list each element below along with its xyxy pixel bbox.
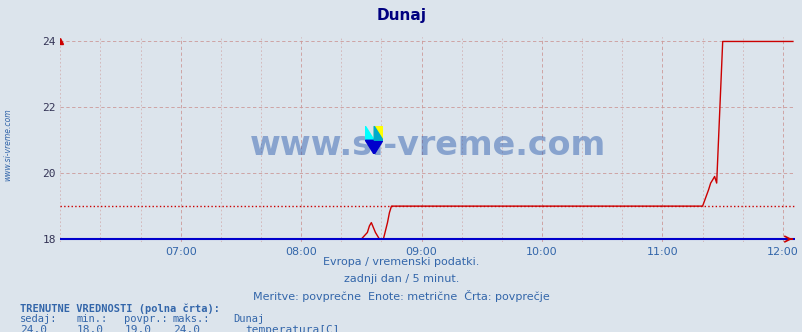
Text: sedaj:: sedaj: [20,314,58,324]
Polygon shape [365,126,374,140]
Text: Dunaj: Dunaj [376,8,426,23]
Polygon shape [365,140,383,154]
Polygon shape [374,126,383,140]
Text: www.si-vreme.com: www.si-vreme.com [3,108,13,181]
Text: 18,0: 18,0 [76,325,103,332]
Text: 24,0: 24,0 [20,325,47,332]
Text: min.:: min.: [76,314,107,324]
Text: Evropa / vremenski podatki.: Evropa / vremenski podatki. [323,257,479,267]
Text: Meritve: povprečne  Enote: metrične  Črta: povprečje: Meritve: povprečne Enote: metrične Črta:… [253,290,549,302]
Text: Dunaj: Dunaj [233,314,264,324]
Text: 19,0: 19,0 [124,325,152,332]
Text: www.si-vreme.com: www.si-vreme.com [249,129,605,162]
Text: TRENUTNE VREDNOSTI (polna črta):: TRENUTNE VREDNOSTI (polna črta): [20,304,220,314]
Text: zadnji dan / 5 minut.: zadnji dan / 5 minut. [343,274,459,284]
Polygon shape [374,126,383,140]
Text: 24,0: 24,0 [172,325,200,332]
Text: maks.:: maks.: [172,314,210,324]
Text: temperatura[C]: temperatura[C] [245,325,339,332]
Text: povpr.:: povpr.: [124,314,168,324]
